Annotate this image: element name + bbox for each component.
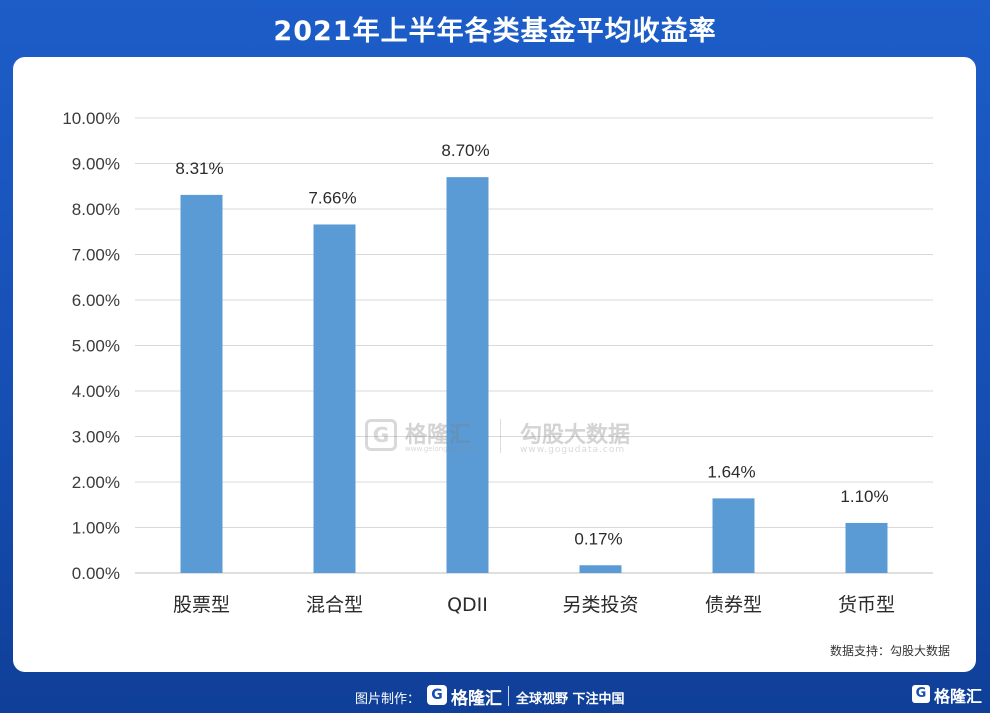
grid-lines [135, 117, 933, 574]
corner-logo-icon: G [912, 685, 930, 703]
category-label: 股票型 [173, 594, 230, 616]
y-tick-label: 4.00% [72, 382, 120, 401]
data-label: 8.31% [175, 159, 223, 178]
data-labels: 8.31% 7.66% 8.70% 0.17% 1.64% 1.10% [175, 141, 888, 548]
data-label: 1.10% [840, 487, 888, 506]
bar-0 [180, 194, 223, 573]
footer-slogan: 全球视野 下注中国 [516, 692, 625, 707]
data-label: 7.66% [308, 188, 356, 207]
chart-card: 0.00% 1.00% 2.00% 3.00% 4.00% 5.00% 6.00% 7.00%… [13, 57, 976, 672]
corner-brand: 格隆汇 [934, 687, 983, 706]
footer-made-by: 图片制作： [355, 692, 421, 707]
y-tick-label: 10.00% [62, 109, 120, 128]
page-title: 2021年上半年各类基金平均收益率 [273, 16, 717, 47]
category-label: 货币型 [838, 594, 895, 616]
data-label: 8.70% [441, 141, 489, 160]
bar-4 [712, 498, 755, 573]
bar-1 [313, 224, 356, 573]
category-label: 混合型 [306, 594, 363, 616]
bar-3 [579, 565, 622, 573]
y-tick-label: 6.00% [72, 291, 120, 310]
y-tick-label: 5.00% [72, 337, 120, 356]
category-label: 另类投资 [562, 594, 638, 616]
bar-2 [446, 177, 489, 573]
category-label: 债券型 [705, 594, 762, 616]
gelonghui-logo-icon: G [427, 685, 447, 705]
footer-divider [508, 686, 509, 706]
y-tick-label: 2.00% [72, 473, 120, 492]
bar-chart: 0.00% 1.00% 2.00% 3.00% 4.00% 5.00% 6.00% 7.00%… [62, 109, 933, 616]
data-label: 0.17% [574, 529, 622, 548]
bar-5 [845, 522, 888, 573]
y-tick-label: 3.00% [72, 428, 120, 447]
y-tick-label: 7.00% [72, 246, 120, 265]
category-labels: 股票型 混合型 QDII 另类投资 债券型 货币型 [173, 594, 895, 616]
y-tick-label: 9.00% [72, 155, 120, 174]
footer-brand: 格隆汇 [451, 689, 502, 709]
data-label: 1.64% [707, 462, 755, 481]
footer: 图片制作： G 格隆汇 全球视野 下注中国 [0, 679, 990, 713]
data-source: 数据支持：勾股大数据 [829, 644, 950, 658]
bars [180, 177, 888, 573]
y-axis-ticks: 0.00% 1.00% 2.00% 3.00% 4.00% 5.00% 6.00% 7.00%… [62, 109, 120, 583]
y-tick-label: 1.00% [72, 519, 120, 538]
y-tick-label: 0.00% [72, 564, 120, 583]
y-tick-label: 8.00% [72, 200, 120, 219]
category-label: QDII [447, 594, 488, 616]
